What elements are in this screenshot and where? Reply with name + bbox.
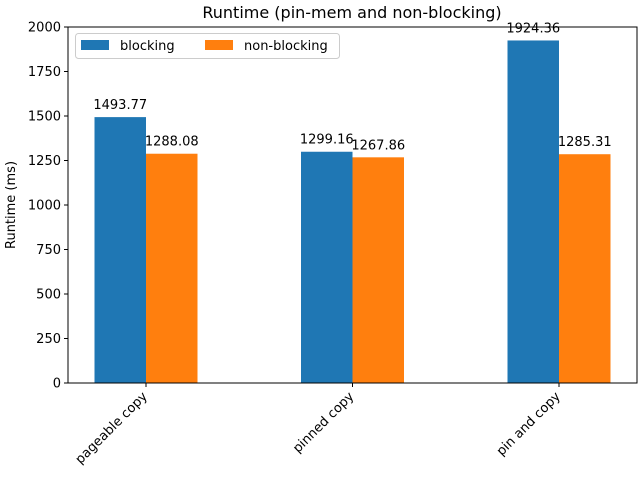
bar-value-label: 1493.77 [93,98,147,113]
plot-frame [67,26,638,384]
y-axis-ticks: 0 250 500 750 1000 1250 1500 1750 2000 [28,21,68,392]
y-axis-label: Runtime (ms) [4,161,19,249]
y-tick-label: 1250 [28,154,61,169]
x-axis-ticks: pageable copy pinned copy pin and copy [73,383,564,467]
bar-value-label: 1924.36 [506,21,560,36]
legend-swatch [81,40,109,50]
y-tick-label: 2000 [28,21,61,36]
bar [94,117,146,383]
bar [301,151,353,383]
bar-value-label: 1288.08 [145,135,199,150]
y-tick-label: 750 [36,243,61,258]
bar [559,154,611,383]
legend: blocking non-blocking [75,33,340,59]
bar-value-label: 1299.16 [300,133,354,148]
y-tick-label: 1750 [28,65,61,80]
bar-value-label: 1285.31 [558,135,612,150]
chart-title: Runtime (pin-mem and non-blocking) [202,3,501,22]
bar [146,153,198,383]
y-tick-label: 1500 [28,110,61,125]
x-tick-label: pin and copy [494,389,564,459]
bar-value-label: 1267.86 [351,138,405,153]
y-tick-label: 500 [36,288,61,303]
y-tick-label: 1000 [28,199,61,214]
legend-label: non-blocking [244,39,328,54]
bar [507,40,559,383]
bar [352,157,404,383]
legend-swatch [205,40,233,50]
y-tick-label: 250 [36,332,61,347]
bars [94,40,611,383]
x-tick-label: pageable copy [73,389,151,467]
x-tick-label: pinned copy [290,389,357,456]
y-tick-label: 0 [53,377,61,392]
legend-label: blocking [120,39,175,54]
